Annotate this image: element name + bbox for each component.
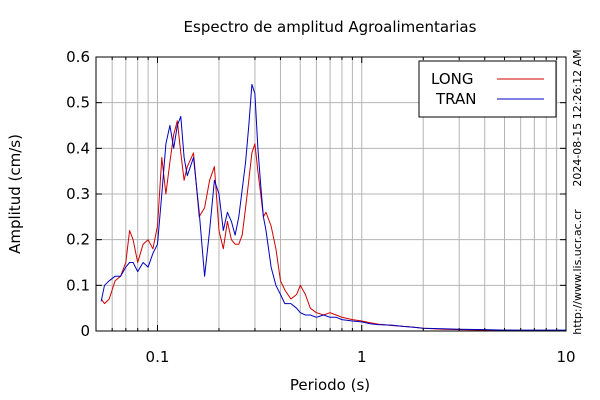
y-tick-label: 0.3 xyxy=(66,185,90,203)
axis-ticks: 0 0.1 0.2 0.3 0.4 0.5 0.6 0.1 1 10 xyxy=(66,48,575,366)
y-tick-label: 0.2 xyxy=(66,231,90,249)
x-tick-label: 0.1 xyxy=(146,348,170,366)
x-tick-label: 1 xyxy=(357,348,367,366)
x-tick-label: 10 xyxy=(556,348,575,366)
series-line-tran xyxy=(100,83,566,331)
x-axis-label: Periodo (s) xyxy=(290,376,370,394)
source-url-note: http://www.lis.ucr.ac.cr xyxy=(571,209,584,335)
y-tick-label: 0.4 xyxy=(66,139,90,157)
legend-label-long: LONG xyxy=(431,70,473,88)
y-tick-label: 0.6 xyxy=(66,48,90,66)
legend-box xyxy=(418,60,557,118)
chart-title: Espectro de amplitud Agroalimentarias xyxy=(184,18,477,36)
y-tick-label: 0.5 xyxy=(66,94,90,112)
legend-label-tran: TRAN xyxy=(435,90,476,108)
series-line-long xyxy=(100,120,566,331)
y-axis-label: Amplitud (cm/s) xyxy=(6,134,24,254)
y-tick-label: 0.1 xyxy=(66,276,90,294)
series-lines xyxy=(100,83,566,331)
timestamp-note: 2024-08-15 12:26:12 AM xyxy=(571,49,584,186)
legend: LONG TRAN xyxy=(418,60,557,118)
y-tick-label: 0 xyxy=(80,322,90,340)
